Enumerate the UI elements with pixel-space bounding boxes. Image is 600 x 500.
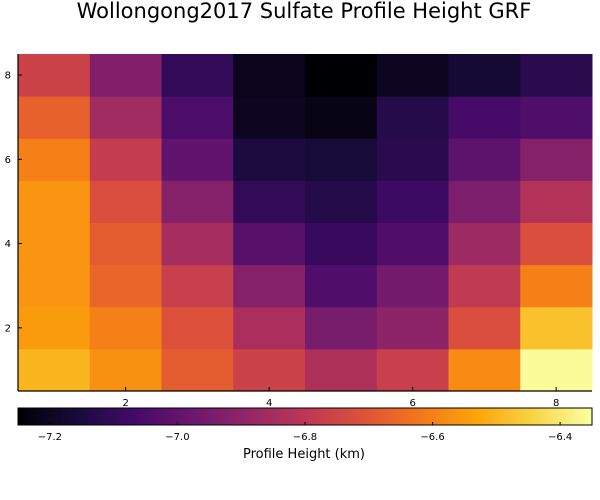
heatmap-cell — [520, 96, 593, 139]
chart-title: Wollongong2017 Sulfate Profile Height GR… — [77, 0, 532, 23]
heatmap-cell — [305, 348, 378, 392]
heatmap-cell — [305, 180, 378, 223]
heatmap-cell — [305, 222, 378, 266]
heatmap-cell — [233, 306, 306, 350]
heatmap-cell — [448, 96, 521, 139]
heatmap-cell — [18, 306, 91, 350]
heatmap-cell — [520, 180, 593, 223]
colorbar-label: Profile Height (km) — [243, 447, 365, 462]
heatmap-cell — [89, 264, 162, 308]
heatmap-cell — [161, 348, 234, 392]
heatmap-cell — [161, 138, 234, 181]
heatmap-cell — [161, 306, 234, 350]
x-tick-label: 8 — [553, 398, 559, 409]
heatmap-cell — [233, 222, 306, 266]
y-tick-label: 8 — [5, 71, 11, 82]
heatmap-cell — [233, 264, 306, 308]
heatmap-cell — [233, 138, 306, 181]
heatmap-cell — [18, 54, 91, 97]
heatmap-cell — [376, 54, 449, 97]
heatmap-cell — [376, 96, 449, 139]
x-tick-label: 6 — [409, 398, 415, 409]
heatmap-cell — [305, 138, 378, 181]
heatmap-cell — [376, 138, 449, 181]
heatmap-cell — [18, 222, 91, 266]
heatmap-cell — [233, 180, 306, 223]
heatmap-cell — [520, 222, 593, 266]
heatmap-cell — [233, 348, 306, 392]
heatmap-cell — [305, 96, 378, 139]
heatmap-cell — [376, 348, 449, 392]
heatmap-cell — [520, 348, 593, 392]
heatmap-cells — [18, 54, 593, 392]
heatmap-cell — [448, 222, 521, 266]
heatmap-cell — [18, 264, 91, 308]
heatmap-cell — [233, 54, 306, 97]
colorbar-tick-label: −7.0 — [165, 432, 189, 443]
y-tick-label: 4 — [5, 239, 11, 250]
heatmap-cell — [376, 264, 449, 308]
heatmap-cell — [376, 222, 449, 266]
colorbar-tick-label: −6.4 — [548, 432, 572, 443]
heatmap-cell — [18, 348, 91, 392]
heatmap-cell — [520, 138, 593, 181]
heatmap-cell — [161, 180, 234, 223]
heatmap-cell — [161, 96, 234, 139]
heatmap-cell — [233, 96, 306, 139]
heatmap-cell — [89, 96, 162, 139]
axes: 2 4 6 8 2 4 6 8 — [5, 54, 592, 409]
heatmap-cell — [448, 138, 521, 181]
heatmap-cell — [89, 180, 162, 223]
heatmap-cell — [448, 180, 521, 223]
y-tick-label: 2 — [5, 323, 11, 334]
heatmap-cell — [89, 306, 162, 350]
y-tick-label: 6 — [5, 155, 11, 166]
heatmap-cell — [305, 306, 378, 350]
heatmap-cell — [89, 222, 162, 266]
heatmap-cell — [18, 138, 91, 181]
heatmap-cell — [89, 348, 162, 392]
heatmap-cell — [448, 306, 521, 350]
heatmap-cell — [18, 180, 91, 223]
heatmap-cell — [161, 54, 234, 97]
heatmap-cell — [520, 54, 593, 97]
heatmap-cell — [520, 306, 593, 350]
heatmap-cell — [89, 138, 162, 181]
heatmap-cell — [305, 264, 378, 308]
colorbar-tick-label: −7.2 — [38, 432, 62, 443]
heatmap-cell — [161, 264, 234, 308]
heatmap-cell — [376, 180, 449, 223]
heatmap-cell — [520, 264, 593, 308]
heatmap-cell — [161, 222, 234, 266]
heatmap-cell — [18, 96, 91, 139]
heatmap-cell — [448, 54, 521, 97]
heatmap-cell — [305, 54, 378, 97]
heatmap-cell — [376, 306, 449, 350]
heatmap-cell — [89, 54, 162, 97]
heatmap-cell — [448, 264, 521, 308]
heatmap-cell — [448, 348, 521, 392]
x-tick-label: 2 — [122, 398, 128, 409]
colorbar-tick-label: −6.8 — [293, 432, 317, 443]
colorbar: −7.2 −7.0 −6.8 −6.6 −6.4 — [17, 407, 593, 443]
colorbar-tick-label: −6.6 — [420, 432, 444, 443]
x-tick-label: 4 — [266, 398, 272, 409]
